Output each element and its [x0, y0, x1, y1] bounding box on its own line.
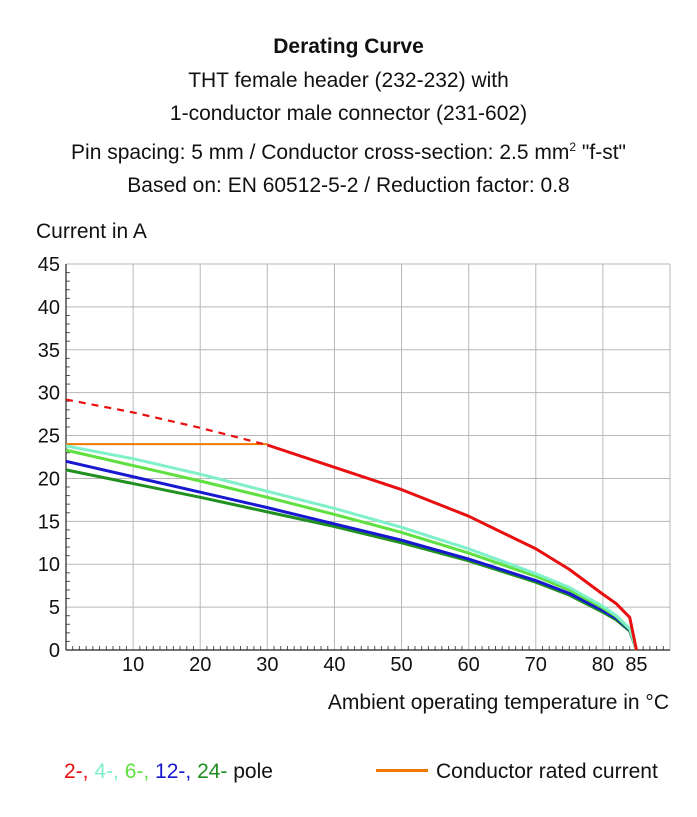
- chart-subtitle-3: Pin spacing: 5 mm / Conductor cross-sect…: [0, 131, 697, 170]
- x-tick-label: 50: [390, 654, 412, 676]
- x-tick-label: 60: [458, 654, 480, 676]
- y-tick-label: 25: [38, 426, 60, 448]
- x-tick-label: 85: [625, 654, 647, 676]
- x-tick-label: 70: [525, 654, 547, 676]
- chart-axes: [65, 264, 670, 651]
- y-tick-label: 35: [38, 340, 60, 362]
- y-axis-label: Current in A: [36, 220, 147, 243]
- y-tick-label: 20: [38, 468, 60, 490]
- legend-rated-swatch: [376, 768, 428, 772]
- x-tick-label: 30: [256, 654, 278, 676]
- legend-item-12: 12-,: [155, 760, 198, 783]
- series-2-pole-dashed: [65, 398, 268, 447]
- legend-item-24: 24-: [197, 760, 234, 783]
- chart-tick-labels: 0 5 10 15 20 25 30 35 40 45 10 20 30 40 50 60 70 80 85: [38, 254, 648, 676]
- legend-rated-current: Conductor rated current: [376, 760, 658, 784]
- y-tick-label: 5: [49, 597, 60, 619]
- legend-item-2: 2-,: [64, 760, 95, 783]
- series-24-pole-line: [65, 468, 638, 651]
- y-tick-label: 0: [49, 640, 60, 662]
- x-tick-label: 20: [189, 654, 211, 676]
- legend-series: 2-, 4-, 6-, 12-, 24- pole: [64, 760, 273, 784]
- legend-item-6: 6-,: [124, 760, 156, 783]
- legend-item-4: 4-,: [94, 760, 125, 783]
- y-tick-label: 15: [38, 511, 60, 533]
- y-tick-label: 10: [38, 554, 60, 576]
- legend-rated-label: Conductor rated current: [436, 760, 658, 783]
- y-tick-label: 30: [38, 383, 60, 405]
- x-axis-label: Ambient operating temperature in °C: [327, 691, 669, 714]
- x-tick-label: 40: [323, 654, 345, 676]
- chart-subtitle-4: Based on: EN 60512-5-2 / Reduction facto…: [127, 174, 570, 197]
- chart-titles: Derating Curve THT female header (232-23…: [0, 30, 697, 203]
- chart-title: Derating Curve: [273, 35, 424, 58]
- series-4-pole-line: [65, 444, 638, 651]
- y-tick-label: 40: [38, 297, 60, 319]
- chart-subtitle-3-tail: "f-st": [581, 140, 626, 164]
- chart-series: [65, 398, 638, 651]
- x-tick-label: 80: [592, 654, 614, 676]
- chart-subtitle-3-text: Pin spacing: 5 mm / Conductor cross-sect…: [71, 140, 570, 164]
- chart-subtitle-2: 1-conductor male connector (231-602): [169, 102, 528, 125]
- x-tick-label: 10: [122, 654, 144, 676]
- series-2-pole-line: [266, 443, 638, 651]
- legend-suffix: pole: [233, 760, 273, 783]
- chart-subtitle-1: THT female header (232-232) with: [188, 68, 509, 92]
- series-12-pole-line: [65, 459, 638, 651]
- y-tick-label: 45: [38, 254, 60, 276]
- chart-subtitle-superscript: 2: [569, 139, 577, 154]
